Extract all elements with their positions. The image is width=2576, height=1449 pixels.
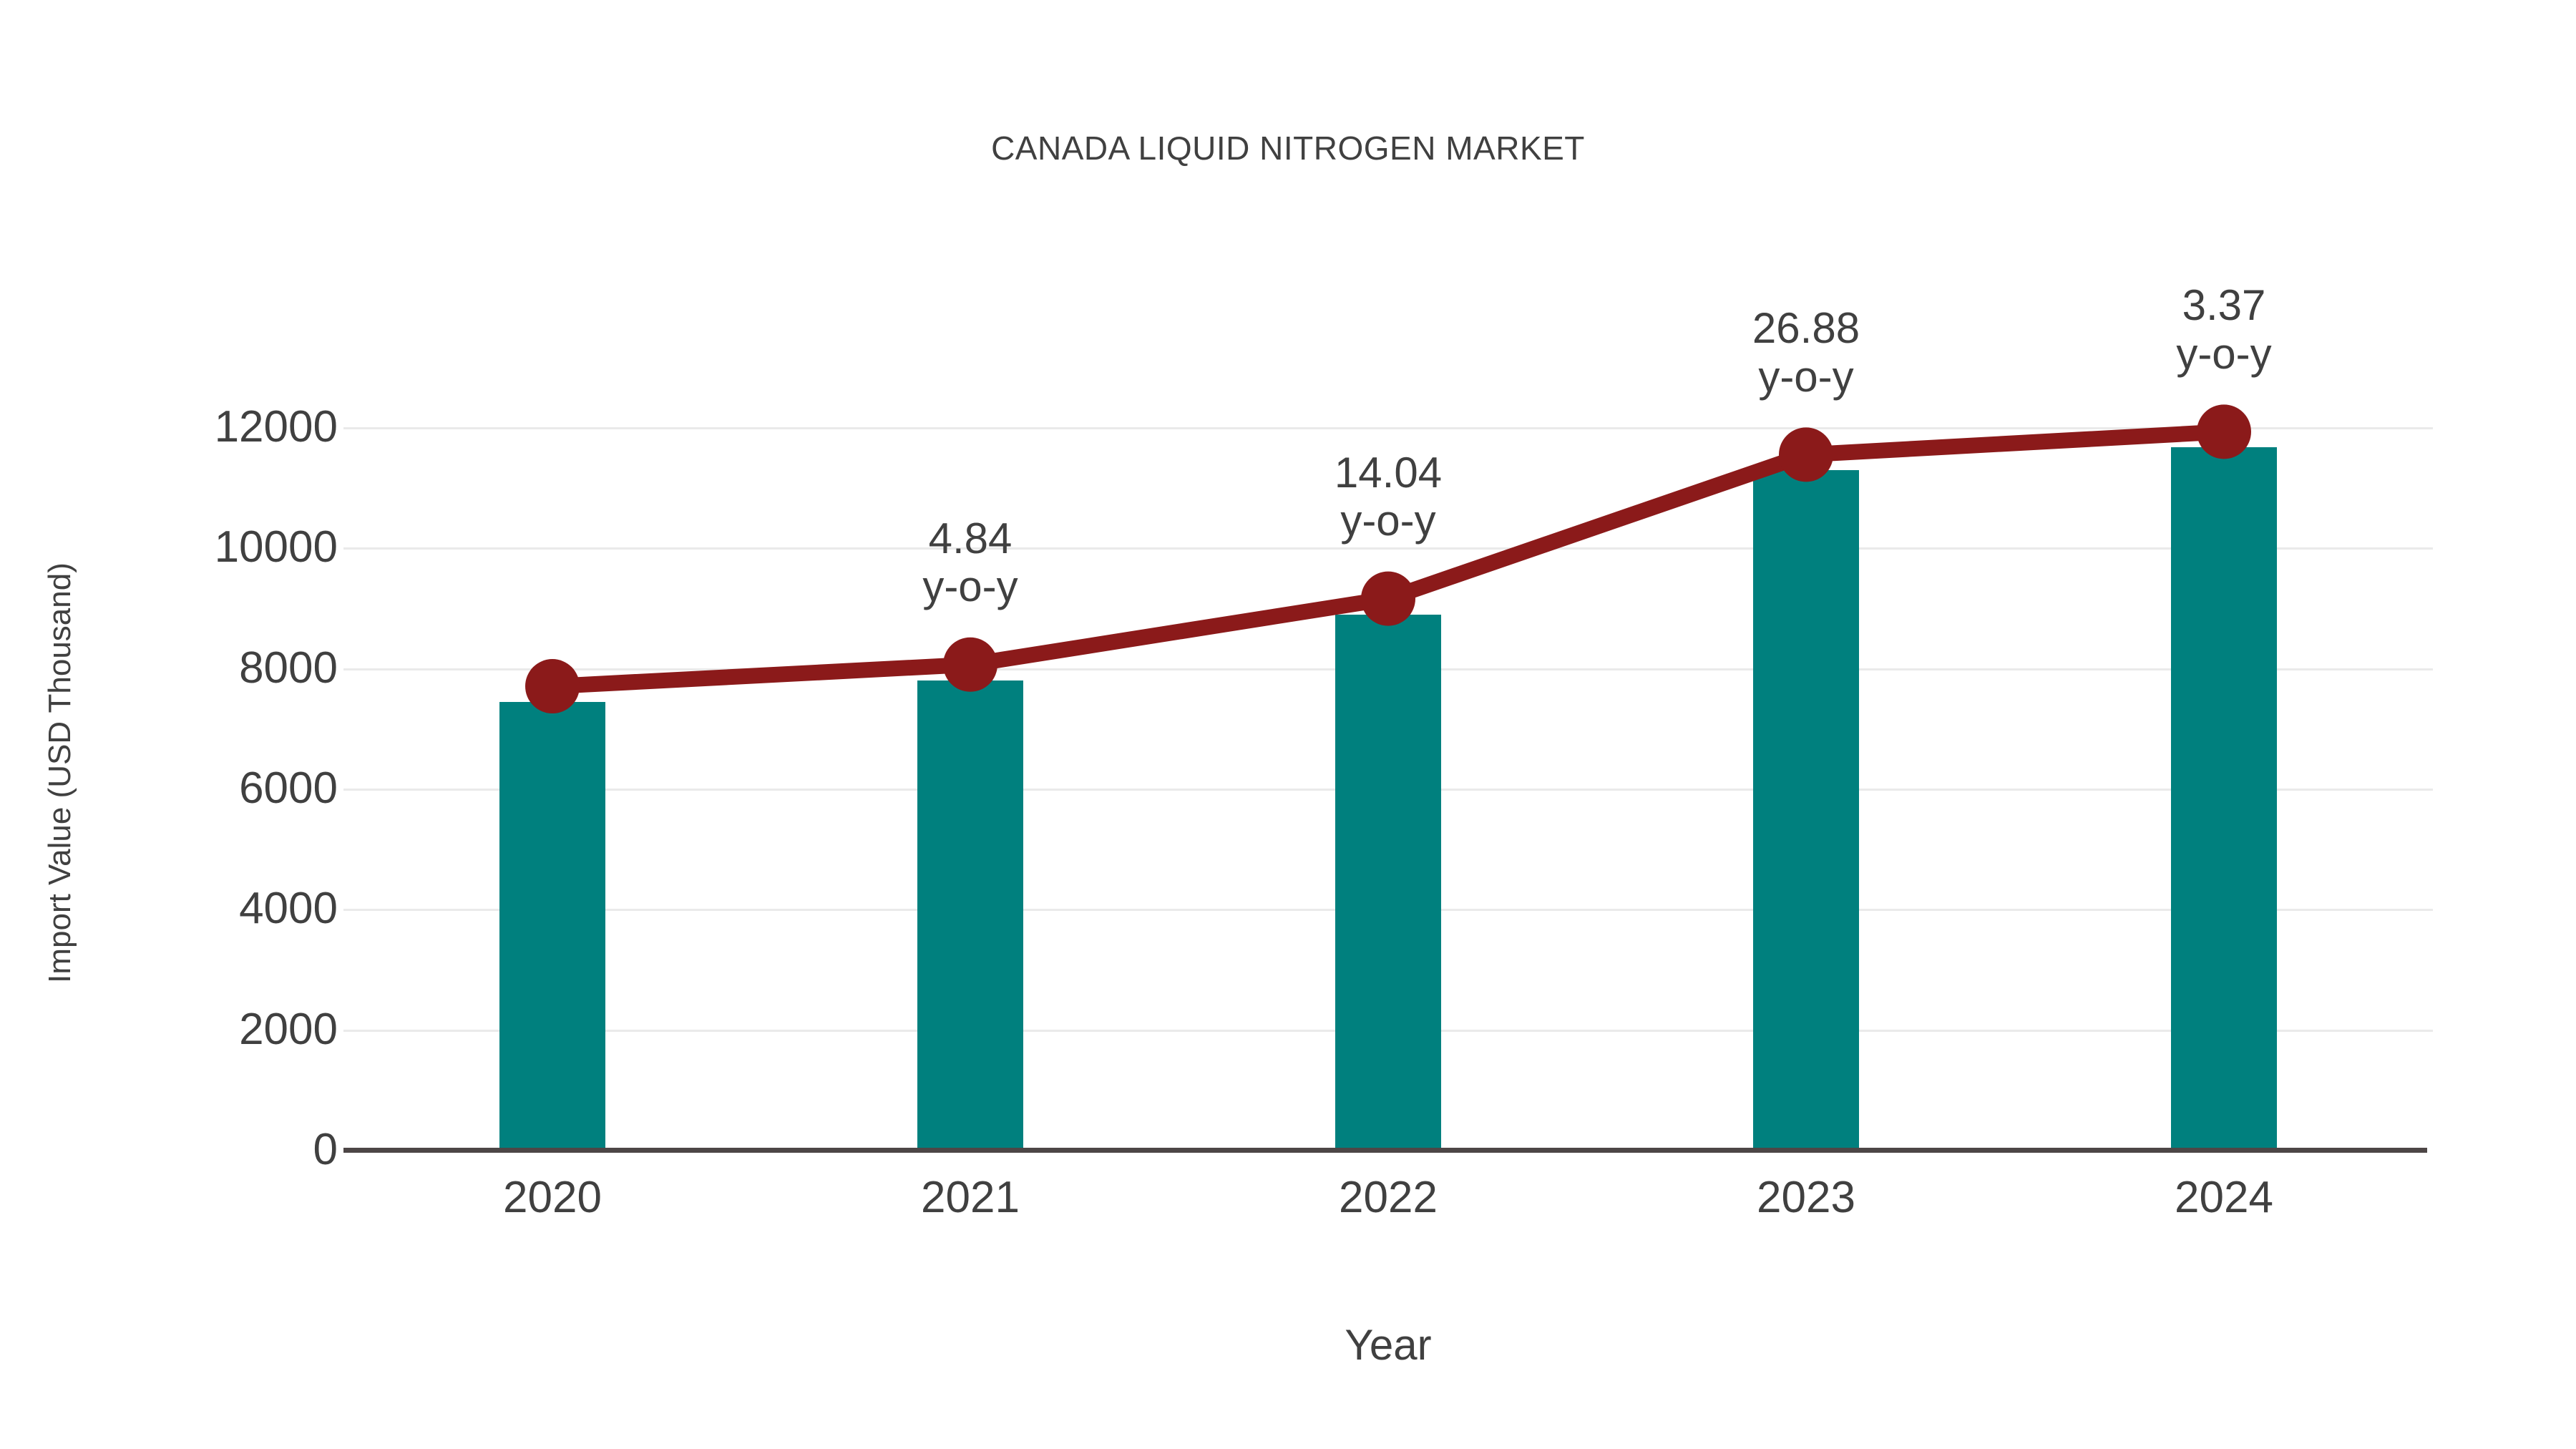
annotation-value: 14.04 xyxy=(1334,448,1443,497)
x-axis-tick-label: 2021 xyxy=(921,1173,1020,1222)
data-annotation: 26.88 y-o-y xyxy=(1663,304,1949,400)
gridline xyxy=(343,427,2433,429)
annotation-value: 3.37 xyxy=(2182,281,2266,330)
y-axis-tick-label: 10000 xyxy=(214,522,338,572)
y-axis-tick-label: 2000 xyxy=(239,1004,338,1054)
data-annotation: 14.04 y-o-y xyxy=(1245,449,1531,545)
bar[interactable] xyxy=(1335,614,1441,1150)
data-annotation: 4.84 y-o-y xyxy=(827,514,1113,610)
y-axis-tick-label: 0 xyxy=(313,1125,338,1174)
annotation-unit: y-o-y xyxy=(922,562,1018,610)
annotation-value: 26.88 xyxy=(1752,304,1860,353)
x-axis-tick-label: 2020 xyxy=(503,1173,602,1222)
annotation-unit: y-o-y xyxy=(2176,329,2272,378)
y-axis-tick-label: 8000 xyxy=(239,643,338,693)
chart-title: CANADA LIQUID NITROGEN MARKET xyxy=(991,130,1585,167)
x-axis-title: Year xyxy=(1345,1321,1432,1369)
annotation-unit: y-o-y xyxy=(1340,496,1436,545)
annotation-value: 4.84 xyxy=(928,514,1013,562)
bar[interactable] xyxy=(1753,470,1859,1150)
bar[interactable] xyxy=(2171,447,2277,1150)
x-axis-line xyxy=(343,1148,2427,1153)
x-axis-tick-label: 2022 xyxy=(1339,1173,1438,1222)
y-axis-tick-label: 6000 xyxy=(239,763,338,813)
x-axis-tick-label: 2024 xyxy=(2175,1173,2273,1222)
bar[interactable] xyxy=(499,702,605,1150)
gridline xyxy=(343,547,2433,550)
x-axis-tick-label: 2023 xyxy=(1757,1173,1855,1222)
annotation-unit: y-o-y xyxy=(1758,352,1854,401)
y-axis-tick-label: 4000 xyxy=(239,884,338,934)
y-axis-tick-label: 12000 xyxy=(214,402,338,452)
data-annotation: 3.37 y-o-y xyxy=(2081,281,2367,377)
bar[interactable] xyxy=(917,680,1023,1150)
